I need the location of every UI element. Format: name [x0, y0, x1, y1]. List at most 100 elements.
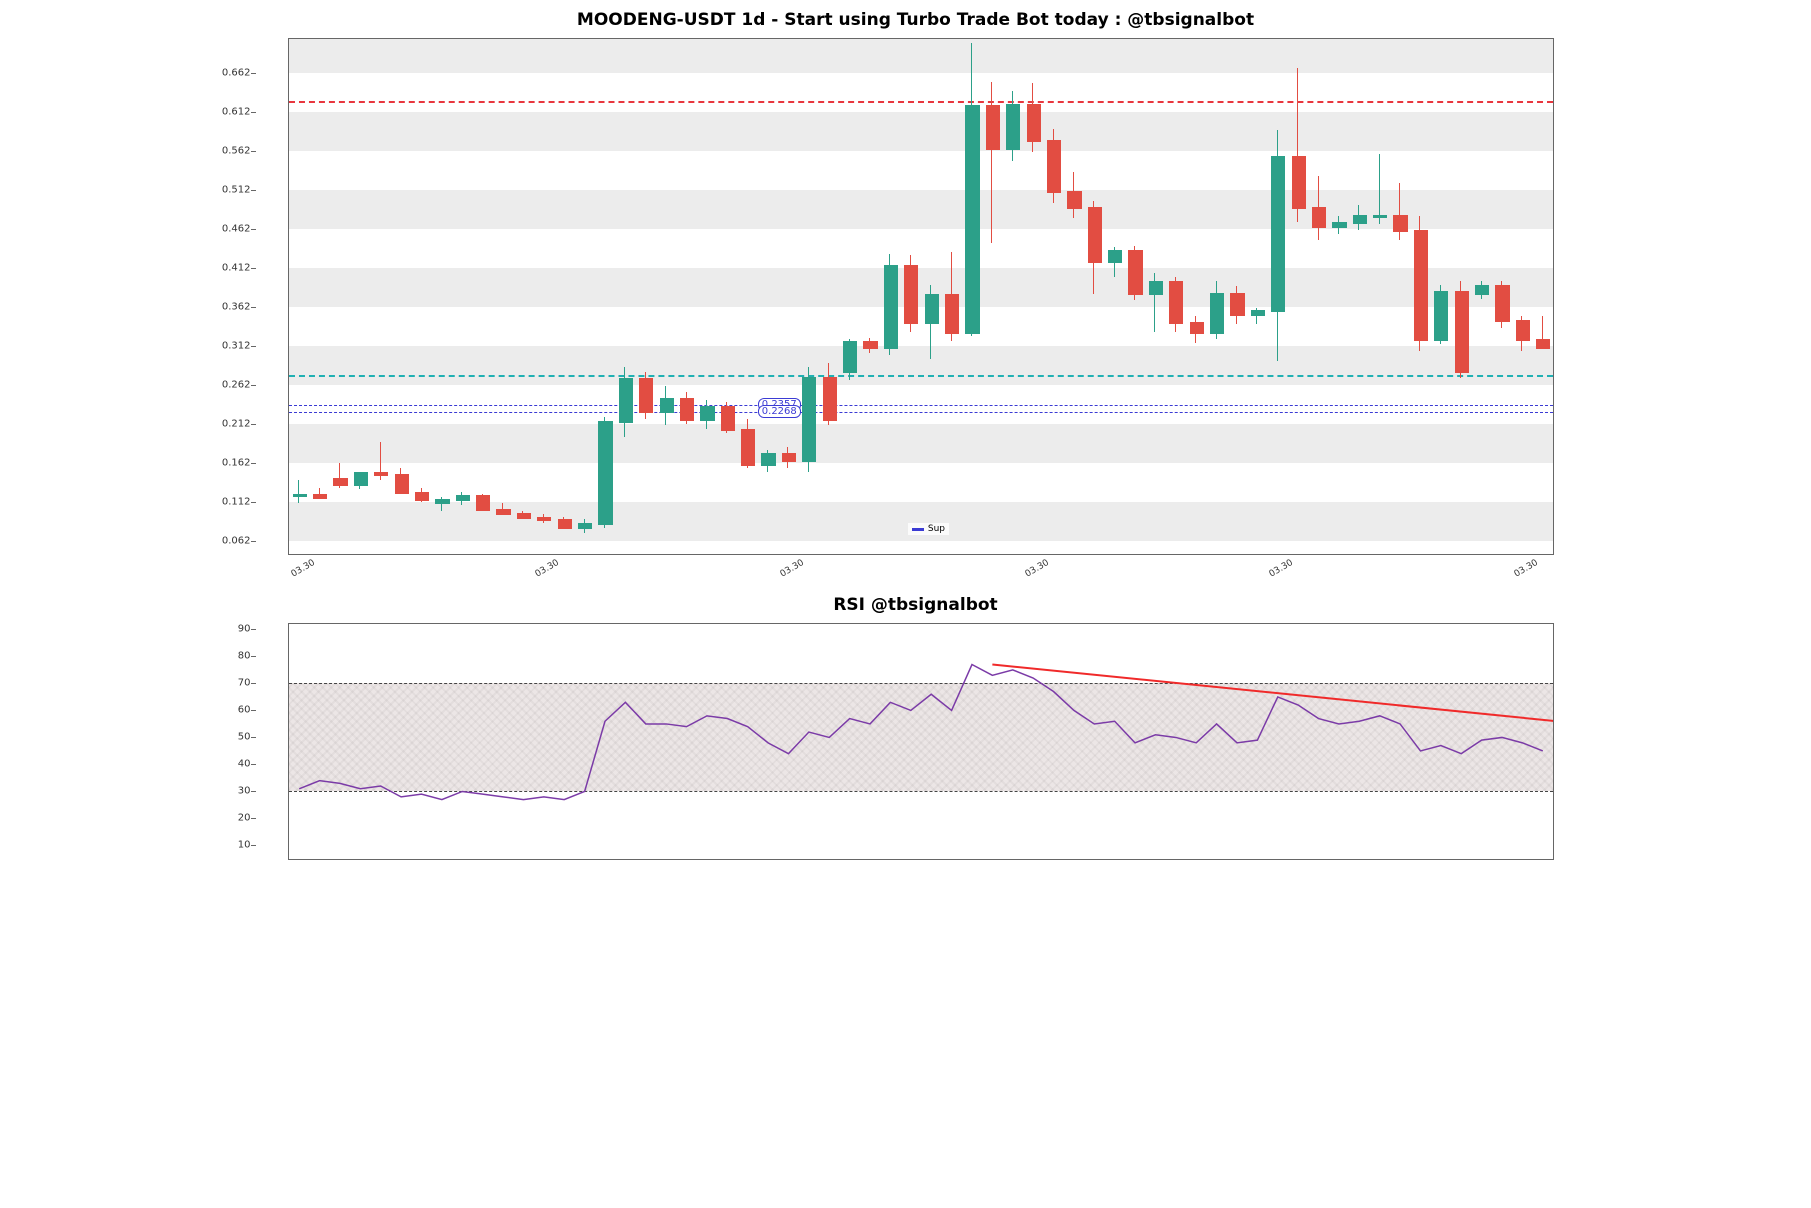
candle-body	[333, 478, 347, 485]
candle-body	[1536, 339, 1550, 349]
candle-body	[843, 341, 857, 373]
candle-body	[1312, 207, 1326, 229]
candle-body	[925, 294, 939, 324]
horizontal-level-line	[289, 101, 1553, 103]
horizontal-level-line	[289, 375, 1553, 377]
rsi-chart: 102030405060708090	[288, 623, 1554, 860]
candle-body	[619, 378, 633, 423]
grid-band	[289, 346, 1553, 385]
candle-body	[660, 398, 674, 413]
candle-body	[598, 421, 612, 524]
y-tick-label: 10	[238, 840, 251, 851]
candle-wick	[1379, 154, 1380, 224]
y-tick-label: 0.162	[222, 457, 251, 468]
rsi-line	[299, 665, 1543, 800]
candle-body	[374, 472, 388, 476]
candle-body	[313, 494, 327, 499]
candle-body	[1210, 293, 1224, 334]
candle-body	[395, 474, 409, 494]
candle-body	[721, 406, 735, 431]
grid-band	[289, 424, 1553, 463]
y-tick-label: 40	[238, 759, 251, 770]
candle-body	[476, 495, 490, 510]
y-tick-label: 0.062	[222, 535, 251, 546]
y-tick-label: 70	[238, 678, 251, 689]
candle-body	[1475, 285, 1489, 295]
candle-body	[293, 494, 307, 498]
candle-body	[1027, 104, 1041, 143]
grid-band	[289, 112, 1553, 151]
candle-body	[1169, 281, 1183, 324]
candle-body	[1516, 320, 1530, 342]
candle-body	[884, 265, 898, 349]
candle-body	[802, 377, 816, 462]
candle-body	[741, 429, 755, 466]
candle-body	[904, 265, 918, 324]
candle-body	[782, 453, 796, 463]
y-tick-label: 0.362	[222, 301, 251, 312]
candle-body	[1088, 207, 1102, 264]
candle-body	[1455, 291, 1469, 373]
rsi-chart-title: RSI @tbsignalbot	[246, 595, 1586, 615]
grid-band	[289, 268, 1553, 307]
candle-body	[1434, 291, 1448, 341]
y-tick-label: 0.462	[222, 223, 251, 234]
candle-body	[1230, 293, 1244, 317]
candle-body	[435, 499, 449, 503]
candle-body	[700, 406, 714, 421]
candle-body	[1047, 140, 1061, 193]
y-tick-label: 20	[238, 813, 251, 824]
candle-body	[558, 519, 572, 529]
candle-body	[1373, 215, 1387, 218]
chart-legend: Sup	[908, 523, 949, 535]
y-tick-label: 0.112	[222, 496, 251, 507]
y-tick-label: 80	[238, 651, 251, 662]
y-tick-label: 0.312	[222, 340, 251, 351]
horizontal-level-line	[289, 405, 1553, 406]
candle-body	[1292, 156, 1306, 209]
candle-body	[1332, 222, 1346, 228]
candle-body	[496, 509, 510, 515]
candle-body	[1190, 322, 1204, 333]
candle-body	[823, 377, 837, 421]
candle-body	[456, 495, 470, 501]
candle-body	[1067, 191, 1081, 209]
legend-label: Sup	[928, 524, 945, 534]
candle-body	[639, 378, 653, 413]
candle-body	[945, 294, 959, 333]
y-tick-label: 50	[238, 732, 251, 743]
y-tick-label: 0.612	[222, 106, 251, 117]
candle-body	[1128, 250, 1142, 295]
y-tick-label: 0.212	[222, 418, 251, 429]
y-tick-label: 0.662	[222, 67, 251, 78]
candle-body	[1006, 104, 1020, 150]
candle-body	[680, 398, 694, 421]
candle-body	[1149, 281, 1163, 295]
candle-body	[1495, 285, 1509, 322]
main-chart-title: MOODENG-USDT 1d - Start using Turbo Trad…	[246, 10, 1586, 30]
candle-body	[1393, 215, 1407, 233]
candle-body	[1414, 230, 1428, 341]
candle-body	[517, 513, 531, 519]
candle-body	[761, 453, 775, 467]
candle-body	[986, 105, 1000, 150]
y-tick-label: 0.512	[222, 184, 251, 195]
rsi-trend-line	[992, 665, 1553, 724]
y-tick-label: 0.262	[222, 379, 251, 390]
y-tick-label: 90	[238, 624, 251, 635]
candlestick-chart: 0.0620.1120.1620.2120.2620.3120.3620.412…	[288, 38, 1554, 555]
candle-body	[1108, 250, 1122, 264]
candle-body	[537, 517, 551, 521]
price-annotation: 0.2268	[758, 405, 801, 418]
candle-body	[1251, 310, 1265, 317]
candle-body	[578, 523, 592, 529]
y-tick-label: 60	[238, 705, 251, 716]
candle-body	[415, 492, 429, 501]
candle-body	[354, 472, 368, 486]
horizontal-level-line	[289, 412, 1553, 413]
candle-body	[1353, 215, 1367, 225]
candle-wick	[298, 480, 299, 503]
grid-band	[289, 39, 1553, 73]
candle-body	[863, 341, 877, 349]
y-tick-label: 30	[238, 786, 251, 797]
